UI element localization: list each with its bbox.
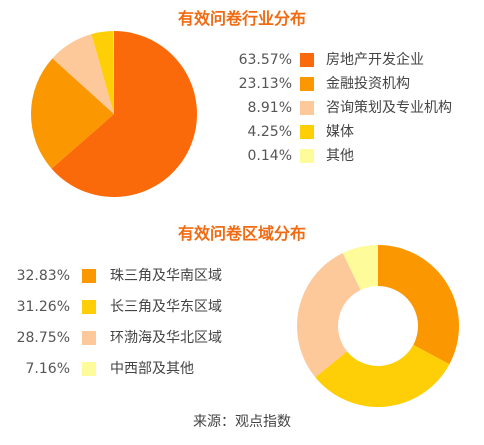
industry-slice-1: [51, 31, 197, 197]
industry-legend-value: 0.14%: [247, 148, 292, 164]
region-slice-4: [342, 245, 378, 290]
region-legend-label: 长三角及华东区域: [110, 299, 222, 315]
industry-legend-swatch: [300, 77, 314, 91]
industry-slice-4: [91, 31, 114, 114]
industry-legend-label: 金融投资机构: [326, 76, 410, 92]
region-legend-swatch: [82, 300, 96, 314]
industry-legend-swatch: [300, 125, 314, 139]
region-legend-label: 中西部及其他: [110, 361, 194, 377]
region-chart-title: 有效问卷区域分布: [177, 224, 306, 243]
industry-legend-value: 63.57%: [238, 52, 292, 68]
region-legend-swatch: [82, 269, 96, 283]
industry-legend-value: 8.91%: [247, 100, 292, 116]
industry-legend-swatch: [300, 53, 314, 67]
industry-legend-label: 其他: [326, 148, 354, 164]
industry-legend-value: 4.25%: [247, 124, 292, 140]
industry-chart-title: 有效问卷行业分布: [177, 9, 306, 28]
region-legend-label: 环渤海及华北区域: [110, 330, 222, 346]
source-note: 来源：观点指数: [193, 414, 291, 430]
industry-slice-5: [113, 31, 114, 114]
region-legend-value: 28.75%: [16, 330, 70, 346]
region-slice-1: [378, 245, 459, 365]
region-legend-label: 珠三角及华南区域: [110, 268, 222, 284]
region-slice-2: [315, 344, 450, 407]
region-legend-value: 31.26%: [16, 299, 70, 315]
region-legend-value: 7.16%: [25, 361, 70, 377]
region-legend-value: 32.83%: [16, 268, 70, 284]
industry-slice-3: [52, 34, 114, 115]
industry-legend-label: 媒体: [326, 124, 354, 140]
region-legend-swatch: [82, 362, 96, 376]
industry-pie-chart: [31, 31, 197, 197]
industry-slice-2: [31, 58, 114, 169]
industry-legend-label: 房地产开发企业: [326, 52, 424, 68]
region-legend-swatch: [82, 331, 96, 345]
industry-legend-swatch: [300, 149, 314, 163]
industry-legend-swatch: [300, 101, 314, 115]
industry-legend-value: 23.13%: [238, 76, 292, 92]
industry-legend-label: 咨询策划及专业机构: [326, 100, 452, 116]
region-slice-3: [297, 253, 361, 378]
